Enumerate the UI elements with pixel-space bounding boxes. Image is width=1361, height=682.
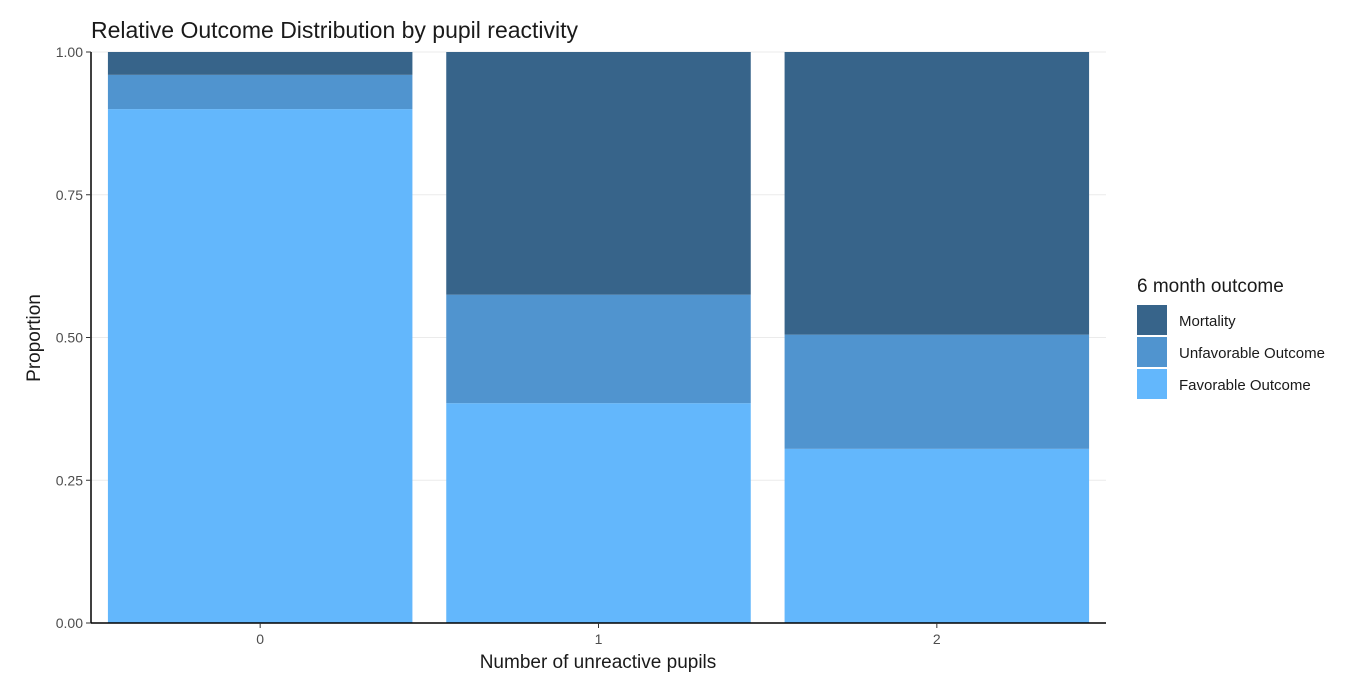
- bars: [107, 52, 1090, 624]
- legend: 6 month outcome Mortality Unfavorable Out…: [1137, 276, 1325, 399]
- legend-label: Mortality: [1179, 313, 1236, 330]
- bar-segment-unfavorable-outcome: [446, 294, 751, 404]
- y-axis-ticks: 0.00 0.25 0.50 0.75 1.00: [56, 44, 91, 631]
- x-tick-label: 1: [595, 631, 603, 647]
- bar-segment-unfavorable-outcome: [107, 74, 413, 110]
- x-tick-label: 2: [933, 631, 941, 647]
- bar-segment-favorable-outcome: [446, 403, 751, 623]
- bar-segment-mortality: [784, 52, 1090, 335]
- legend-swatch: [1137, 369, 1167, 399]
- bar-segment-favorable-outcome: [107, 109, 413, 624]
- legend-swatch: [1137, 305, 1167, 335]
- bar-segment-mortality: [446, 52, 751, 295]
- legend-swatch: [1137, 337, 1167, 367]
- legend-label: Favorable Outcome: [1179, 377, 1311, 394]
- y-tick-label: 1.00: [56, 44, 83, 60]
- bar-segment-favorable-outcome: [784, 448, 1090, 623]
- legend-title: 6 month outcome: [1137, 276, 1284, 297]
- bar-segment-mortality: [107, 52, 413, 75]
- y-tick-label: 0.75: [56, 187, 83, 203]
- legend-label: Unfavorable Outcome: [1179, 345, 1325, 362]
- bar-segment-unfavorable-outcome: [784, 334, 1090, 449]
- x-axis-title: Number of unreactive pupils: [480, 652, 717, 673]
- y-tick-label: 0.25: [56, 472, 83, 488]
- x-axis-ticks: 0 1 2: [256, 623, 941, 647]
- chart-title: Relative Outcome Distribution by pupil r…: [91, 17, 579, 43]
- y-tick-label: 0.50: [56, 330, 83, 346]
- x-tick-label: 0: [256, 631, 264, 647]
- y-axis-title: Proportion: [24, 294, 45, 382]
- y-tick-label: 0.00: [56, 615, 83, 631]
